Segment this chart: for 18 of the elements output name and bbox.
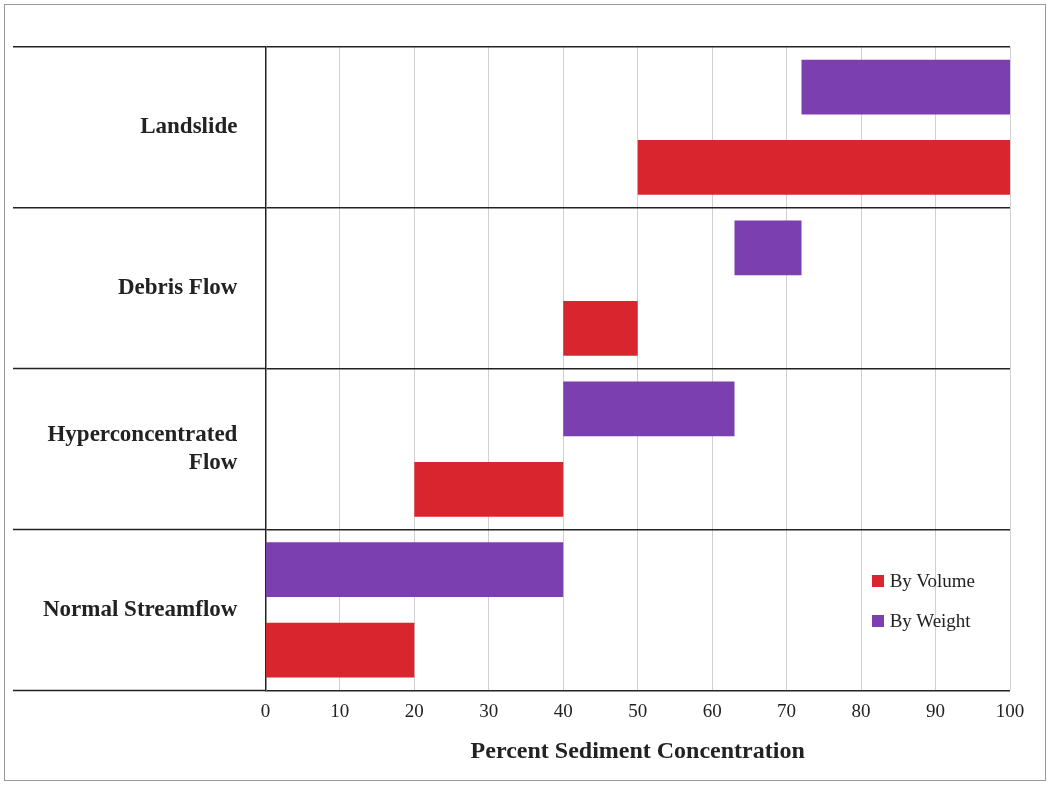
y-tick-label: Normal Streamflow [43, 595, 238, 621]
x-tick-label: 50 [628, 699, 648, 721]
x-tick-label: 70 [777, 699, 797, 721]
x-tick-label: 30 [479, 699, 499, 721]
x-tick-label: 20 [404, 699, 424, 721]
x-tick-label: 100 [995, 699, 1025, 721]
x-tick-label: 40 [553, 699, 573, 721]
x-axis-title: Percent Sediment Concentration [470, 736, 805, 763]
legend-label: By Volume [889, 570, 975, 592]
x-tick-label: 80 [851, 699, 871, 721]
x-tick-label: 10 [330, 699, 350, 721]
y-tick-label: Debris Flow [117, 274, 238, 300]
y-tick-label: Landslide [140, 113, 238, 139]
y-tick-label: Hyperconcentrated Flow [47, 421, 238, 474]
legend-label: By Weight [889, 610, 971, 632]
x-tick-label: 60 [702, 699, 722, 721]
x-tick-label: 90 [926, 699, 946, 721]
x-tick-label: 0 [260, 699, 271, 721]
